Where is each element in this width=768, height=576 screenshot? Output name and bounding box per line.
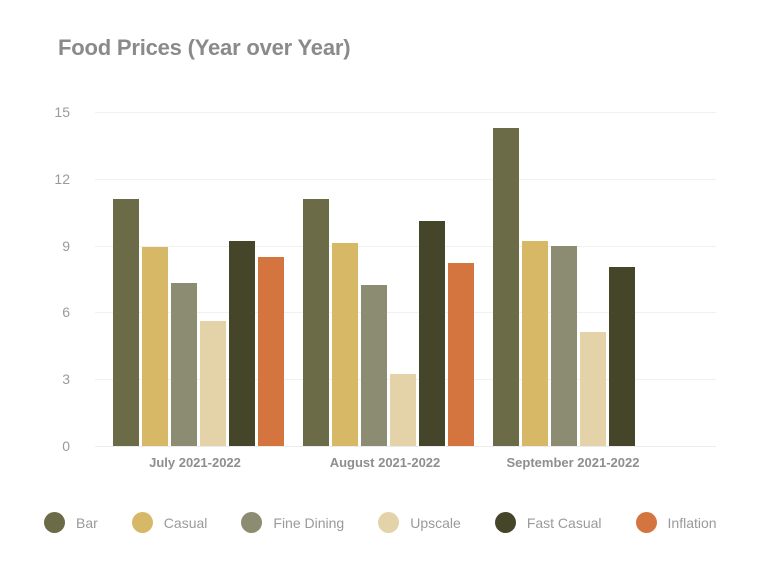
bar[interactable]	[303, 198, 329, 446]
legend-swatch-icon	[44, 512, 65, 533]
y-axis-tick-label: 15	[54, 104, 70, 120]
legend-item[interactable]: Upscale	[378, 512, 461, 533]
gridline	[95, 112, 716, 113]
bars-layer	[95, 112, 716, 446]
legend-label: Inflation	[667, 514, 717, 531]
gridline	[95, 245, 716, 247]
bar[interactable]	[229, 241, 255, 446]
legend-label: Fine Dining	[273, 514, 345, 531]
legend-swatch-icon	[494, 512, 516, 533]
y-axis-tick-label: 3	[62, 371, 70, 388]
gridline	[95, 446, 716, 447]
chart-legend: Bar Casual Fine Dining Upscale Fast Casual In…	[44, 512, 751, 533]
bar[interactable]	[332, 243, 358, 446]
legend-swatch-icon	[378, 512, 400, 533]
legend-label: Upscale	[410, 514, 461, 531]
bar[interactable]	[448, 263, 474, 446]
y-axis: 0 3 6 9 12 15	[0, 104, 80, 454]
y-axis-tick-label: 6	[62, 304, 70, 321]
bar[interactable]	[200, 321, 226, 446]
legend-swatch-icon	[131, 512, 153, 533]
bar[interactable]	[258, 256, 284, 446]
bar[interactable]	[522, 241, 548, 446]
bar[interactable]	[171, 283, 197, 446]
plot-area	[95, 112, 716, 447]
legend-swatch-icon	[241, 512, 263, 533]
bar[interactable]	[419, 221, 445, 446]
y-axis-tick-label: 0	[62, 438, 70, 454]
legend-label: Fast Casual	[526, 514, 602, 531]
bar[interactable]	[580, 332, 606, 446]
bar[interactable]	[361, 284, 387, 446]
legend-item[interactable]: Fine Dining	[241, 512, 344, 533]
x-axis-tick-label: September 2021-2022	[506, 455, 640, 470]
y-axis-tick-label: 12	[54, 170, 70, 187]
legend-swatch-icon	[635, 512, 657, 533]
legend-item[interactable]: Inflation	[635, 512, 717, 533]
legend-item[interactable]: Casual	[131, 512, 208, 533]
legend-label: Casual	[163, 514, 208, 531]
bar[interactable]	[609, 266, 635, 446]
bar[interactable]	[493, 127, 519, 446]
bar[interactable]	[390, 373, 416, 446]
legend-item[interactable]: Fast Casual	[494, 512, 602, 533]
y-axis-tick-label: 9	[62, 237, 70, 254]
gridline	[95, 178, 716, 180]
bar[interactable]	[142, 246, 168, 446]
bar[interactable]	[551, 245, 577, 446]
bar[interactable]	[113, 198, 139, 446]
gridline	[95, 312, 716, 314]
chart-title: Food Prices (Year over Year)	[58, 35, 351, 60]
legend-label: Bar	[76, 514, 98, 531]
x-axis-tick-label: July 2021-2022	[149, 455, 241, 470]
x-axis-tick-label: August 2021-2022	[329, 455, 441, 470]
x-axis: July 2021-2022 August 2021-2022 September …	[95, 455, 716, 475]
legend-item[interactable]: Bar	[44, 512, 98, 533]
